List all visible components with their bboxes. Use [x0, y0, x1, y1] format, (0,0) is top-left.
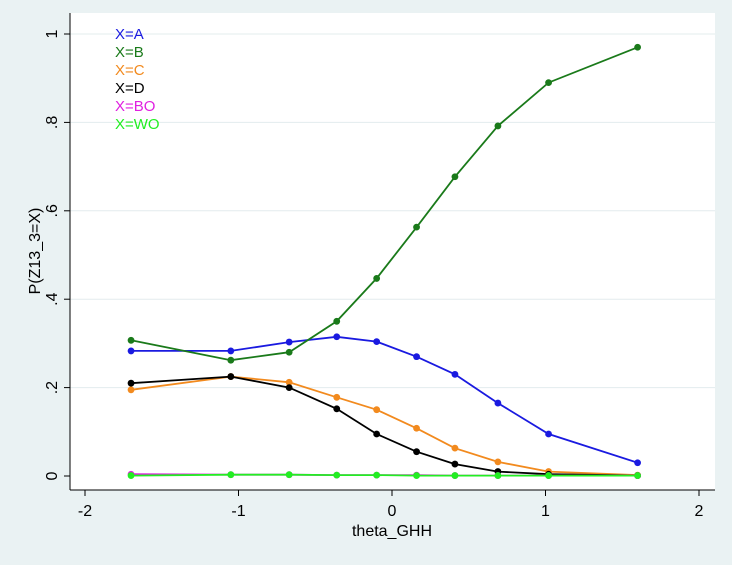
- point-wo-9: [634, 472, 641, 479]
- x-tick-label-2: 0: [388, 503, 397, 520]
- point-c-4: [373, 406, 381, 414]
- series-line-b: [130, 46, 638, 362]
- point-b-2: [285, 348, 293, 356]
- point-b-4: [373, 275, 381, 282]
- legend-label-bo: X=BO: [115, 98, 155, 115]
- y-tick-label-0: 0: [44, 471, 61, 480]
- point-d-5: [413, 448, 420, 456]
- series-line-wo: [131, 473, 638, 477]
- plot-area: [70, 13, 715, 490]
- point-b-8: [545, 79, 552, 87]
- point-a-9: [634, 459, 641, 467]
- point-d-0: [127, 379, 135, 387]
- x-tick-label-3: 1: [541, 503, 550, 520]
- legend-label-wo: X=WO: [115, 116, 160, 133]
- legend-label-d: X=D: [115, 80, 145, 97]
- point-a-3: [333, 333, 341, 341]
- legend-label-b: X=B: [115, 44, 144, 61]
- x-tick-label-4: 2: [695, 503, 704, 520]
- point-wo-6: [451, 472, 459, 479]
- point-d-6: [451, 460, 459, 468]
- point-a-1: [227, 347, 235, 355]
- point-b-0: [127, 336, 135, 344]
- point-c-0: [127, 386, 135, 394]
- y-tick-label-3: .6: [44, 204, 61, 217]
- point-wo-0: [127, 472, 135, 479]
- point-a-2: [285, 338, 293, 346]
- point-wo-8: [545, 472, 552, 479]
- point-wo-7: [494, 472, 502, 479]
- y-axis-title: P(Z13_3=X): [27, 208, 44, 295]
- series-line-a: [131, 335, 638, 464]
- point-b-5: [413, 223, 420, 231]
- point-wo-1: [227, 471, 235, 479]
- y-tick-label-2: .4: [44, 292, 61, 305]
- point-a-0: [127, 347, 135, 355]
- point-b-9: [634, 43, 641, 51]
- point-c-3: [333, 393, 341, 401]
- point-b-3: [333, 317, 341, 325]
- point-d-3: [333, 405, 341, 413]
- point-c-6: [451, 444, 459, 452]
- y-tick-label-4: .8: [44, 116, 61, 129]
- point-a-4: [373, 338, 381, 346]
- point-b-1: [227, 356, 235, 364]
- point-d-2: [285, 384, 293, 391]
- axis-ticks: 0 .2 .4 .6 .8 1 -2 -1 0 1 2: [44, 29, 704, 520]
- series-line-c: [130, 375, 638, 476]
- legend-label-a: X=A: [115, 26, 144, 43]
- point-a-8: [545, 430, 552, 438]
- point-d-4: [373, 430, 381, 438]
- point-c-2: [285, 378, 293, 386]
- point-wo-5: [413, 472, 420, 479]
- series-line-d: [131, 375, 638, 477]
- legend: X=AX=BX=CX=DX=BOX=WO: [115, 26, 160, 133]
- point-a-7: [494, 399, 502, 407]
- x-tick-label-0: -2: [78, 503, 92, 520]
- series-group: [127, 43, 641, 479]
- y-tick-label-1: .2: [44, 381, 61, 394]
- y-tick-label-5: 1: [44, 29, 61, 38]
- point-d-1: [227, 373, 235, 380]
- x-tick-label-1: -1: [231, 503, 245, 520]
- point-a-6: [451, 370, 459, 378]
- point-c-5: [413, 424, 420, 432]
- point-wo-2: [285, 471, 293, 479]
- x-axis-title: theta_GHH: [352, 523, 432, 540]
- point-a-5: [413, 353, 420, 361]
- point-b-6: [451, 173, 459, 181]
- gridlines: [70, 33, 715, 389]
- point-c-7: [494, 458, 502, 466]
- point-b-7: [494, 122, 502, 130]
- point-wo-4: [373, 471, 381, 479]
- legend-label-c: X=C: [115, 62, 145, 79]
- point-wo-3: [333, 471, 341, 479]
